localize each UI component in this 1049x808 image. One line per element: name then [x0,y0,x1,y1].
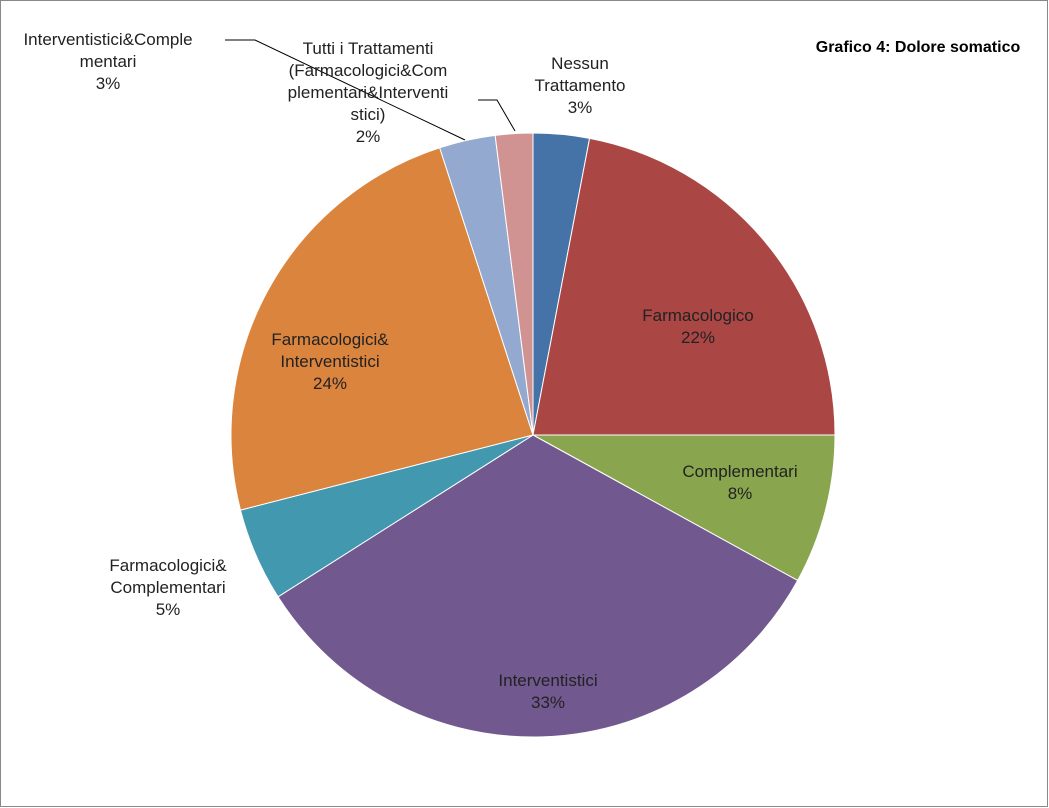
value-label: 22% [680,328,716,347]
chart-title: Grafico 4: Dolore somatico [815,39,1021,56]
data-label: Interventistici&Complementari 3% [21,29,196,95]
category-label: Farmacologici& Complementari [109,556,227,597]
value-label: 3% [567,98,593,117]
value-label: 33% [530,693,566,712]
data-label: Nessun Trattamento 3% [520,53,640,119]
category-label: Farmacologici& Interventistici [271,330,389,371]
category-label: Nessun Trattamento [534,54,626,95]
data-label: Farmacologici& Complementari 5% [78,555,258,621]
value-label: 5% [155,600,181,619]
pie [230,132,836,738]
category-label: Complementari [682,462,798,481]
data-label: Interventistici 33% [448,670,648,714]
category-label: Tutti i Trattamenti (Farmacologici&Compl… [287,39,449,124]
pie-slice [230,147,534,511]
data-label: Complementari 8% [650,461,830,505]
category-label: Interventistici [498,671,598,690]
data-label: Farmacologico 22% [598,305,798,349]
leader-line [225,39,466,141]
data-label: Tutti i Trattamenti (Farmacologici&Compl… [286,38,451,148]
leader-line [478,99,516,132]
pie-slice [532,137,836,436]
pie-slice [277,434,799,738]
category-label: Interventistici&Complementari [23,30,193,71]
value-label: 8% [727,484,753,503]
value-label: 24% [312,374,348,393]
category-label: Farmacologico [642,306,754,325]
pie-slice [532,434,836,582]
value-label: 2% [355,127,381,146]
value-label: 3% [95,74,121,93]
pie-slice [494,132,534,436]
data-label: Farmacologici& Interventistici 24% [255,329,405,395]
